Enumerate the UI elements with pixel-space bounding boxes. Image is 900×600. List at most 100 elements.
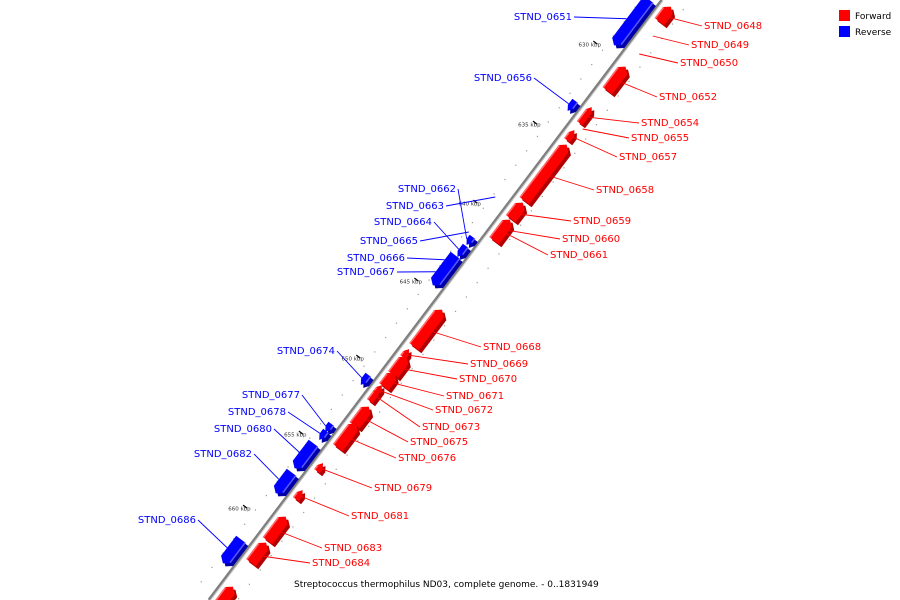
gene-stnd-0664[interactable] bbox=[457, 243, 471, 260]
gene-leader-line bbox=[445, 196, 496, 207]
gene-body bbox=[293, 490, 303, 502]
gene-leader-line bbox=[521, 213, 572, 222]
gene-label[interactable]: STND_0650 bbox=[680, 58, 738, 69]
gene-leader-line bbox=[273, 428, 300, 453]
gene-stnd-0661[interactable] bbox=[489, 219, 515, 248]
gene-highlight bbox=[329, 425, 335, 430]
gene-stnd-0674[interactable] bbox=[360, 372, 374, 388]
gene-stnd-0677[interactable] bbox=[325, 421, 337, 435]
gene-label[interactable]: STND_0654 bbox=[641, 118, 699, 129]
tick-label: 650 kbp bbox=[341, 357, 364, 363]
gene-stnd-0654[interactable] bbox=[576, 107, 595, 129]
gene-label[interactable]: STND_0669 bbox=[470, 359, 528, 370]
gene-label[interactable]: STND_0668 bbox=[483, 342, 541, 353]
gene-label[interactable]: STND_0652 bbox=[659, 92, 717, 103]
gene-leader-line bbox=[301, 394, 326, 427]
tick-label: 660 kbp bbox=[228, 507, 251, 513]
gene-stnd-0659[interactable] bbox=[505, 202, 528, 226]
gene-stnd-0673[interactable] bbox=[367, 389, 382, 407]
gene-label[interactable]: STND_0656 bbox=[474, 73, 532, 84]
gene-leader-line bbox=[573, 16, 627, 20]
gene-label[interactable]: STND_0675 bbox=[410, 437, 468, 448]
gene-label[interactable]: STND_0658 bbox=[596, 185, 654, 196]
gene-body bbox=[602, 66, 628, 95]
gene-highlight bbox=[576, 109, 588, 122]
minor-tick bbox=[639, 66, 641, 68]
minor-tick bbox=[574, 152, 576, 154]
gene-body bbox=[292, 439, 319, 469]
gene-label[interactable]: STND_0665 bbox=[360, 236, 418, 247]
minor-tick bbox=[606, 109, 608, 111]
gene-stnd-0651[interactable] bbox=[612, 0, 656, 49]
gene-label[interactable]: STND_0676 bbox=[398, 453, 456, 464]
gene-label[interactable]: STND_0663 bbox=[386, 201, 444, 212]
gene-label[interactable]: STND_0666 bbox=[347, 253, 405, 264]
minor-tick bbox=[254, 509, 257, 511]
minor-tick bbox=[530, 210, 533, 212]
gene-stnd-0678[interactable] bbox=[319, 428, 332, 443]
gene-highlight bbox=[449, 258, 461, 271]
minor-tick bbox=[211, 566, 213, 569]
gene-label[interactable]: STND_0681 bbox=[351, 511, 409, 522]
minor-tick bbox=[303, 511, 305, 514]
gene-stnd-0656[interactable] bbox=[567, 98, 581, 114]
minor-tick bbox=[363, 365, 365, 367]
gene-stnd-0658[interactable] bbox=[519, 144, 571, 208]
gene-label[interactable]: STND_0667 bbox=[337, 267, 395, 278]
gene-stnd-0681[interactable] bbox=[293, 490, 306, 505]
gene-label[interactable]: STND_0684 bbox=[312, 558, 370, 569]
gene-label[interactable]: STND_0679 bbox=[374, 483, 432, 494]
gene-label[interactable]: STND_0655 bbox=[631, 133, 689, 144]
gene-highlight bbox=[262, 517, 280, 538]
minor-tick bbox=[352, 380, 354, 382]
gene-stnd-0657[interactable] bbox=[564, 130, 577, 146]
gene-stnd-0648[interactable] bbox=[654, 6, 676, 29]
gene-body bbox=[262, 516, 288, 545]
gene-stnd-0684[interactable] bbox=[246, 542, 271, 570]
gene-label[interactable]: STND_0674 bbox=[277, 346, 335, 357]
gene-label[interactable]: STND_0672 bbox=[435, 405, 493, 416]
gene-highlight bbox=[246, 543, 260, 560]
gene-stnd-0680[interactable] bbox=[292, 439, 321, 472]
gene-label[interactable]: STND_0678 bbox=[228, 407, 286, 418]
gene-label[interactable]: STND_0661 bbox=[550, 250, 608, 261]
gene-stnd-0671[interactable] bbox=[379, 372, 399, 394]
gene-stnd-0652[interactable] bbox=[602, 66, 630, 98]
gene-label[interactable]: STND_0662 bbox=[398, 184, 456, 195]
gene-stnd-0686[interactable] bbox=[221, 535, 249, 567]
gene-stnd-0683[interactable] bbox=[262, 516, 290, 548]
gene-body bbox=[654, 6, 673, 26]
gene-stnd-0662[interactable] bbox=[466, 234, 478, 248]
gene-unlabeled[interactable] bbox=[213, 586, 238, 600]
gene-label[interactable]: STND_0682 bbox=[194, 449, 252, 460]
gene-leader-line bbox=[433, 221, 460, 250]
gene-highlight bbox=[282, 475, 297, 493]
gene-label[interactable]: STND_0673 bbox=[422, 422, 480, 433]
gene-label[interactable]: STND_0680 bbox=[214, 424, 272, 435]
gene-leader-line bbox=[550, 175, 595, 191]
gene-label[interactable]: STND_0671 bbox=[446, 391, 504, 402]
gene-stnd-0667[interactable] bbox=[431, 261, 456, 289]
minor-tick bbox=[454, 310, 457, 312]
gene-stnd-0669[interactable] bbox=[400, 349, 412, 363]
gene-label[interactable]: STND_0664 bbox=[374, 217, 432, 228]
gene-label[interactable]: STND_0686 bbox=[138, 515, 196, 526]
gene-stnd-0682[interactable] bbox=[273, 468, 299, 497]
gene-stnd-0679[interactable] bbox=[314, 463, 326, 477]
gene-stnd-0675[interactable] bbox=[349, 406, 374, 433]
gene-label[interactable]: STND_0670 bbox=[459, 374, 517, 385]
gene-label[interactable]: STND_0677 bbox=[242, 390, 300, 401]
gene-label[interactable]: STND_0683 bbox=[324, 543, 382, 554]
gene-label[interactable]: STND_0649 bbox=[691, 40, 749, 51]
gene-body bbox=[431, 261, 453, 286]
gene-stnd-0676[interactable] bbox=[333, 423, 361, 455]
gene-label[interactable]: STND_0659 bbox=[573, 216, 631, 227]
minor-tick bbox=[471, 222, 474, 224]
gene-stnd-0668[interactable] bbox=[409, 309, 447, 354]
gene-label[interactable]: STND_0648 bbox=[704, 21, 762, 32]
minor-tick bbox=[400, 382, 402, 384]
major-tick bbox=[355, 354, 361, 359]
gene-label[interactable]: STND_0660 bbox=[562, 234, 620, 245]
gene-label[interactable]: STND_0657 bbox=[619, 152, 677, 163]
gene-label[interactable]: STND_0651 bbox=[514, 12, 572, 23]
